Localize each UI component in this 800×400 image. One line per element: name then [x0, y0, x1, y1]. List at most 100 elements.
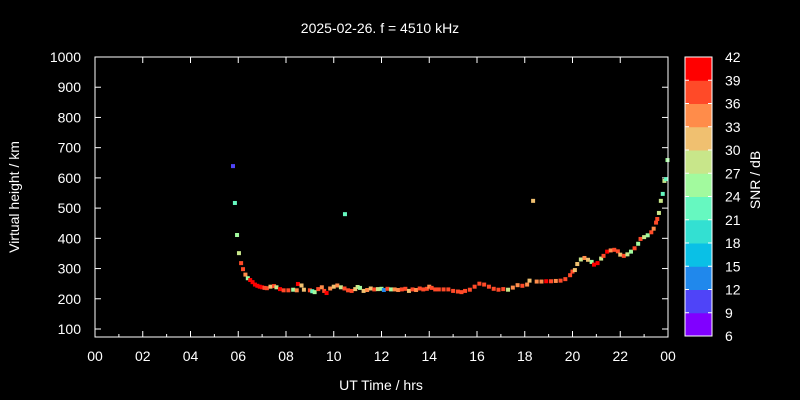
data-point — [230, 164, 235, 169]
data-point — [615, 249, 620, 254]
data-point — [515, 283, 520, 288]
colorbar-bin — [685, 266, 712, 290]
data-point — [638, 236, 643, 241]
data-point — [467, 287, 472, 292]
y-tick-label: 600 — [58, 170, 82, 186]
data-point — [506, 287, 511, 292]
x-axis-label: UT Time / hrs — [339, 377, 423, 393]
data-point — [582, 255, 587, 260]
axes: 00 02 04 06 08 10 12 14 16 18 20 22 00 100 200 300 400 50… — [50, 49, 676, 364]
x-tick-label: 10 — [326, 348, 342, 364]
data-point — [656, 210, 661, 215]
x-tick-label: 00 — [87, 348, 103, 364]
data-point — [463, 288, 468, 293]
data-point — [599, 256, 604, 261]
data-point — [241, 267, 246, 272]
data-point — [486, 284, 491, 289]
data-point — [539, 279, 544, 284]
colorbar-bin — [685, 80, 712, 104]
data-point — [651, 226, 656, 231]
data-point — [446, 287, 451, 292]
data-point — [260, 285, 265, 290]
x-tick-label: 06 — [230, 348, 246, 364]
y-tick-label: 500 — [58, 200, 82, 216]
data-point — [268, 284, 273, 289]
y-tick-label: 900 — [58, 79, 82, 95]
colorbar-tick-label: 42 — [725, 49, 741, 65]
data-point — [655, 216, 660, 221]
y-tick-label: 700 — [58, 140, 82, 156]
colorbar-tick-label: 33 — [725, 119, 741, 135]
colorbar-tick-label: 9 — [725, 305, 733, 321]
data-point — [482, 282, 487, 287]
data-point — [424, 286, 429, 291]
data-point — [403, 286, 408, 291]
colorbar-tick-label: 18 — [725, 235, 741, 251]
x-tick-label: 20 — [565, 348, 581, 364]
data-point — [427, 284, 432, 289]
data-point — [381, 288, 386, 293]
data-point — [375, 287, 380, 292]
data-point — [472, 284, 477, 289]
data-point — [248, 278, 253, 283]
data-point — [520, 283, 525, 288]
data-point — [372, 287, 377, 292]
colorbar-bin — [685, 57, 712, 81]
data-point — [239, 261, 244, 266]
colorbar-tick-label: 21 — [725, 212, 741, 228]
data-point — [245, 276, 250, 281]
data-point — [355, 284, 360, 289]
y-tick-label: 200 — [58, 291, 82, 307]
data-point — [255, 283, 260, 288]
data-point — [510, 285, 515, 290]
data-point — [294, 288, 299, 293]
data-point — [553, 278, 558, 283]
data-point — [379, 286, 384, 291]
colorbar-tick-label: 39 — [725, 72, 741, 88]
data-point — [286, 288, 291, 293]
data-point — [331, 284, 336, 289]
data-point — [349, 288, 354, 293]
data-point — [281, 288, 286, 293]
x-tick-label: 04 — [183, 348, 199, 364]
data-point — [660, 191, 665, 196]
plot-frame — [94, 56, 669, 338]
data-point — [264, 286, 269, 291]
colorbar-bin — [685, 289, 712, 314]
data-point — [322, 288, 327, 293]
data-point — [621, 253, 626, 258]
data-point — [575, 262, 580, 267]
y-tick-label: 800 — [58, 109, 82, 125]
data-point — [568, 273, 573, 278]
data-point — [385, 286, 390, 291]
data-point — [433, 287, 438, 292]
data-point — [335, 283, 340, 288]
data-point — [328, 286, 333, 291]
data-point — [353, 287, 358, 292]
data-point — [291, 287, 296, 292]
data-point — [451, 288, 456, 293]
data-point — [316, 287, 321, 292]
data-point — [591, 262, 596, 267]
data-point — [346, 288, 351, 293]
colorbar: 6 9 12 15 18 21 24 27 30 33 36 39 42 — [684, 49, 741, 344]
data-point — [232, 200, 237, 205]
data-point — [612, 247, 617, 252]
data-point — [421, 287, 426, 292]
data-point — [417, 286, 422, 291]
data-point — [477, 281, 482, 286]
data-point — [392, 287, 397, 292]
data-point — [399, 287, 404, 292]
data-point — [645, 233, 650, 238]
y-tick-label: 300 — [58, 261, 82, 277]
data-point — [299, 283, 304, 288]
colorbar-tick-label: 15 — [725, 258, 741, 274]
data-point — [324, 291, 329, 296]
data-point — [628, 249, 633, 254]
y-tick-label: 1000 — [50, 49, 81, 65]
data-point — [257, 284, 262, 289]
data-point — [365, 288, 370, 293]
x-tick-label: 12 — [374, 348, 390, 364]
